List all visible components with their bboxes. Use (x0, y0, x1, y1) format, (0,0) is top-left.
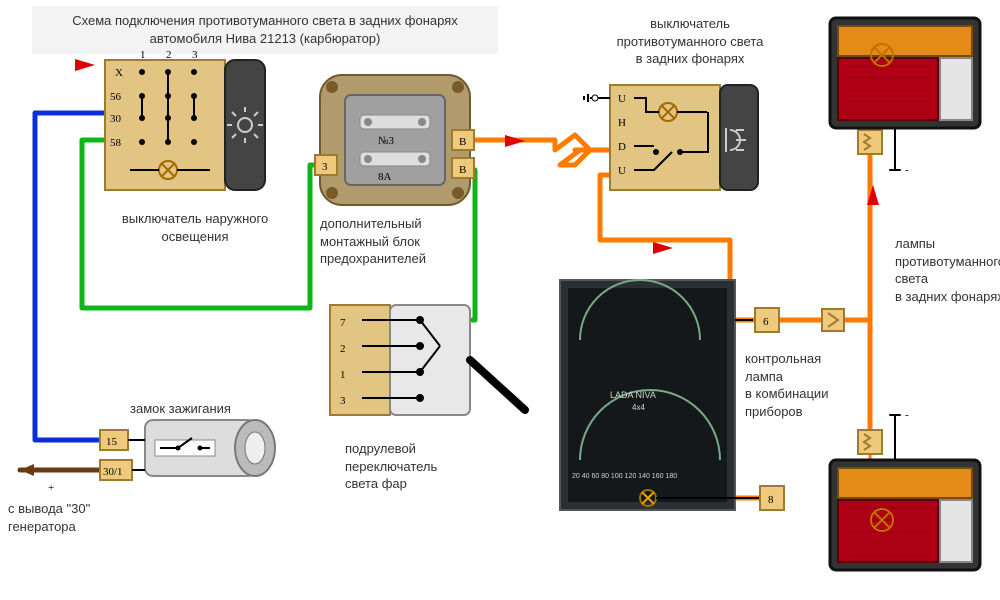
lbl-ext-switch: выключатель наружногоосвещения (100, 210, 290, 245)
svg-text:20 40 60 80 100 120 140: 20 40 60 80 100 120 140 160 180 (572, 473, 677, 480)
taillight-top (830, 18, 980, 128)
ignition-lock: 15 30/1 (100, 420, 275, 480)
caret-box-1 (822, 309, 844, 331)
svg-text:B: B (459, 136, 466, 148)
lbl-fuse: дополнительныймонтажный блокпредохраните… (320, 215, 426, 268)
resistor-top (858, 130, 882, 154)
svg-text:D: D (618, 141, 626, 153)
lbl-fog-switch: выключательпротивотуманного светав задни… (595, 15, 785, 68)
resistor-bot (858, 430, 882, 454)
svg-text:U: U (618, 165, 626, 177)
connector-8: 8 (760, 486, 784, 510)
svg-text:30: 30 (110, 113, 122, 125)
svg-text:LADA NIVA: LADA NIVA (610, 390, 656, 400)
svg-text:3: 3 (322, 161, 328, 173)
lbl-generator: с вывода "30"генератора (8, 500, 90, 535)
svg-text:8A: 8A (378, 171, 392, 183)
plus-sign: + (48, 482, 54, 494)
svg-text:3: 3 (340, 395, 346, 407)
minus-top: - (905, 164, 909, 176)
lbl-control-lamp: контрольнаялампав комбинацииприборов (745, 350, 828, 420)
svg-text:1: 1 (140, 49, 146, 61)
svg-text:№3: №3 (378, 135, 394, 147)
svg-text:B: B (459, 164, 466, 176)
svg-text:2: 2 (166, 49, 172, 61)
ext-light-switch: X 56 30 58 1 2 3 (105, 49, 265, 190)
svg-text:U: U (618, 93, 626, 105)
svg-text:4x4: 4x4 (632, 403, 645, 412)
svg-text:H: H (618, 117, 626, 129)
svg-text:7: 7 (340, 317, 346, 329)
arrow-brown (20, 464, 34, 476)
svg-text:6: 6 (763, 316, 769, 328)
svg-text:1: 1 (340, 369, 346, 381)
wire-orange-down (845, 320, 870, 430)
svg-text:2: 2 (340, 343, 346, 355)
instrument-cluster: LADA NIVA 4x4 20 40 60 80 100 120 140 16… (560, 280, 760, 510)
diagram-svg: + - - X 56 30 58 1 2 3 (0, 0, 1000, 600)
svg-text:56: 56 (110, 91, 122, 103)
fuse-block: №3 8A 3 B B (315, 75, 474, 205)
lbl-fog-lamps: лампыпротивотуманногосветав задних фонар… (895, 235, 1000, 305)
steering-switch: 7 2 1 3 (330, 305, 525, 415)
wire-orange-up (845, 155, 870, 320)
svg-text:15: 15 (106, 436, 118, 448)
svg-text:58: 58 (110, 137, 122, 149)
connector-6: 6 (755, 308, 779, 332)
wire-blue (35, 113, 105, 440)
svg-text:3: 3 (192, 49, 198, 61)
taillight-bottom (830, 460, 980, 570)
wire-orange-zig (455, 135, 590, 165)
svg-text:30/1: 30/1 (103, 466, 123, 478)
lbl-ignition: замок зажигания (130, 400, 231, 418)
minus-bot: - (905, 409, 909, 421)
fog-light-switch: U H D U (584, 85, 758, 190)
svg-text:X: X (115, 67, 123, 79)
lbl-steering: подрулевойпереключательсвета фар (345, 440, 437, 493)
svg-text:8: 8 (768, 494, 774, 506)
